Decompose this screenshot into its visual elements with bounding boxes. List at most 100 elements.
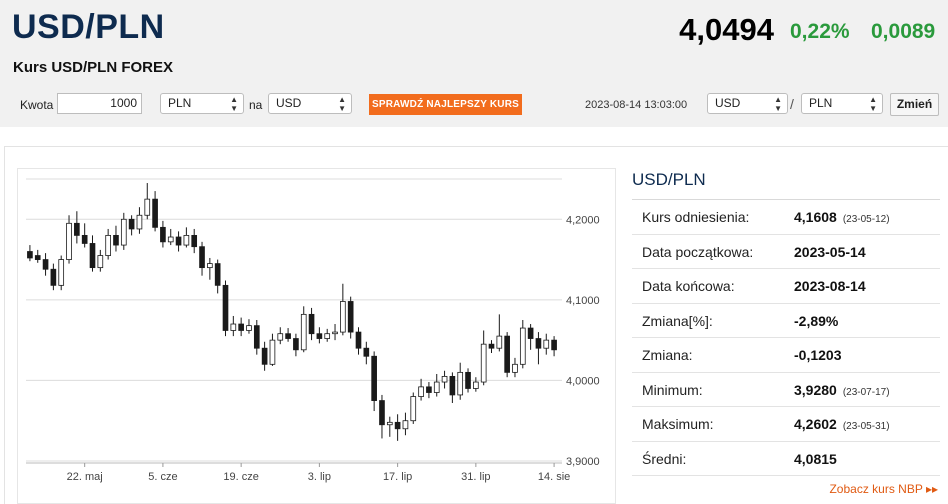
x-tick-label: 31. lip [461,471,490,483]
candle-body [332,331,338,335]
candle-body [97,255,104,269]
stats-label: Zmiana[%]: [642,312,713,329]
candle-body [519,327,526,365]
stats-date: (23-05-31) [842,421,890,432]
to-currency-value: USD [276,96,302,110]
change-percent: 0,22% [790,20,850,43]
candle-body [488,343,495,349]
candle-body [74,222,80,236]
stats-label: Data końcowa: [642,278,735,294]
stats-row: Maksimum: 4,2602 (23-05-31) [632,407,940,442]
stats-row: Minimum: 3,9280 (23-07-17) [632,373,940,407]
candlestick-chart: 4,2000 4,1000 4,0000 3,9000 22. maj 5. cze 19.… [26,178,600,483]
amount-label: Kwota [20,98,54,112]
candle-body [66,222,72,260]
stats-value: 4,2602 (23-05-31) [794,416,890,432]
candle-body [199,246,205,269]
quote-header: USD/PLN Kurs USD/PLN FOREX 4,0494 0,22% … [0,0,948,127]
stats-row: Kurs odniesienia: 4,1608 (23-05-12) [632,200,940,235]
to-currency-select[interactable]: USD ▲ ▼ [268,93,352,114]
candle-body [152,198,158,228]
chart-container: 4,2000 4,1000 4,0000 3,9000 22. maj 5. cze 19.… [17,168,616,504]
candle-body [308,313,315,335]
candle-body [410,396,417,422]
candle-body [191,235,198,248]
y-tick-label: 4,1000 [566,295,600,307]
candle-body [222,284,229,331]
change-pair-button[interactable]: Zmień [890,93,939,116]
candle-body [238,323,244,331]
candle-body [113,235,119,246]
candle-body [449,375,456,396]
stats-date: (23-05-12) [842,214,890,225]
candle-body [261,347,268,365]
candle-body [418,386,424,397]
stats-label: Zmiana: [642,347,693,363]
candle-body [480,343,487,383]
stats-value: 4,1608 (23-05-12) [794,209,890,225]
x-tick-label: 19. cze [223,471,258,483]
select-arrows-icon: ▲ ▼ [774,94,782,113]
stats-value: -2,89% [794,313,838,329]
content-frame [4,146,948,504]
stats-value-text: 2023-05-14 [794,243,866,260]
stats-value: -0,1203 [794,347,841,363]
candle-body [379,400,385,426]
candle-body [371,355,377,401]
candle-body [512,363,518,373]
stats-value-text: 4,1608 [794,209,837,225]
stats-title: USD/PLN [632,166,940,200]
x-tick-label: 17. lip [383,471,412,483]
candle-body [277,333,284,341]
stats-row: Data końcowa: 2023-08-14 [632,269,940,304]
select-arrows-icon: ▲ ▼ [338,94,346,113]
candle-body [402,420,409,430]
candle-body [285,333,291,339]
base-currency-select[interactable]: USD ▲ ▼ [707,93,788,114]
candle-body [144,198,151,216]
page-subtitle: Kurs USD/PLN FOREX [13,59,174,76]
candle-body [394,421,401,430]
stats-row: Zmiana[%]: -2,89% [632,304,940,338]
candle-body [136,214,143,230]
x-tick-label: 22. maj [67,471,103,483]
candle-body [293,338,299,351]
stats-value-text: 2023-08-14 [794,278,866,294]
stats-label: Kurs odniesienia: [642,209,750,225]
stats-value-text: -0,1203 [794,347,842,363]
stats-label: Data początkowa: [642,243,754,260]
candle-body [160,226,166,243]
candle-body [433,381,440,393]
candle-body [347,301,354,333]
stats-value: 3,9280 (23-07-17) [794,382,890,398]
best-rate-button[interactable]: SPRAWDŹ NAJLEPSZY KURS [369,94,522,115]
candle-body [535,338,542,349]
candle-body [207,263,213,269]
x-tick-label: 3. lip [308,471,331,483]
y-tick-label: 3,9000 [566,456,600,468]
candle-body [465,371,471,389]
stats-row: Średni: 4,0815 [632,442,940,476]
candle-body [340,301,346,333]
stats-value-text: 4,2602 [794,416,837,432]
stats-value: 2023-05-14 [794,244,866,260]
candle-body [386,421,393,426]
stats-rows: Kurs odniesienia: 4,1608 (23-05-12) Data po… [632,200,940,476]
x-tick-label: 14. sie [538,471,570,483]
quote-currency-select[interactable]: PLN ▲ ▼ [801,93,883,114]
stats-value-text: 4,0815 [794,450,837,467]
candle-body [34,255,41,260]
candle-body [183,235,190,246]
stats-row: Data początkowa: 2023-05-14 [632,235,940,269]
amount-input[interactable]: 1000 [57,93,142,114]
quote-timestamp: 2023-08-14 13:03:00 [585,99,688,111]
change-absolute: 0,0089 [871,20,936,43]
candle-body [230,323,237,331]
candle-body [175,236,182,246]
nbp-rate-link[interactable]: Zobacz kurs NBP ▸▸ [829,482,938,496]
candle-body [426,386,432,393]
stats-label: Maksimum: [642,416,714,432]
candle-body [473,381,479,389]
from-currency-select[interactable]: PLN ▲ ▼ [160,93,244,114]
candle-body [167,236,174,243]
